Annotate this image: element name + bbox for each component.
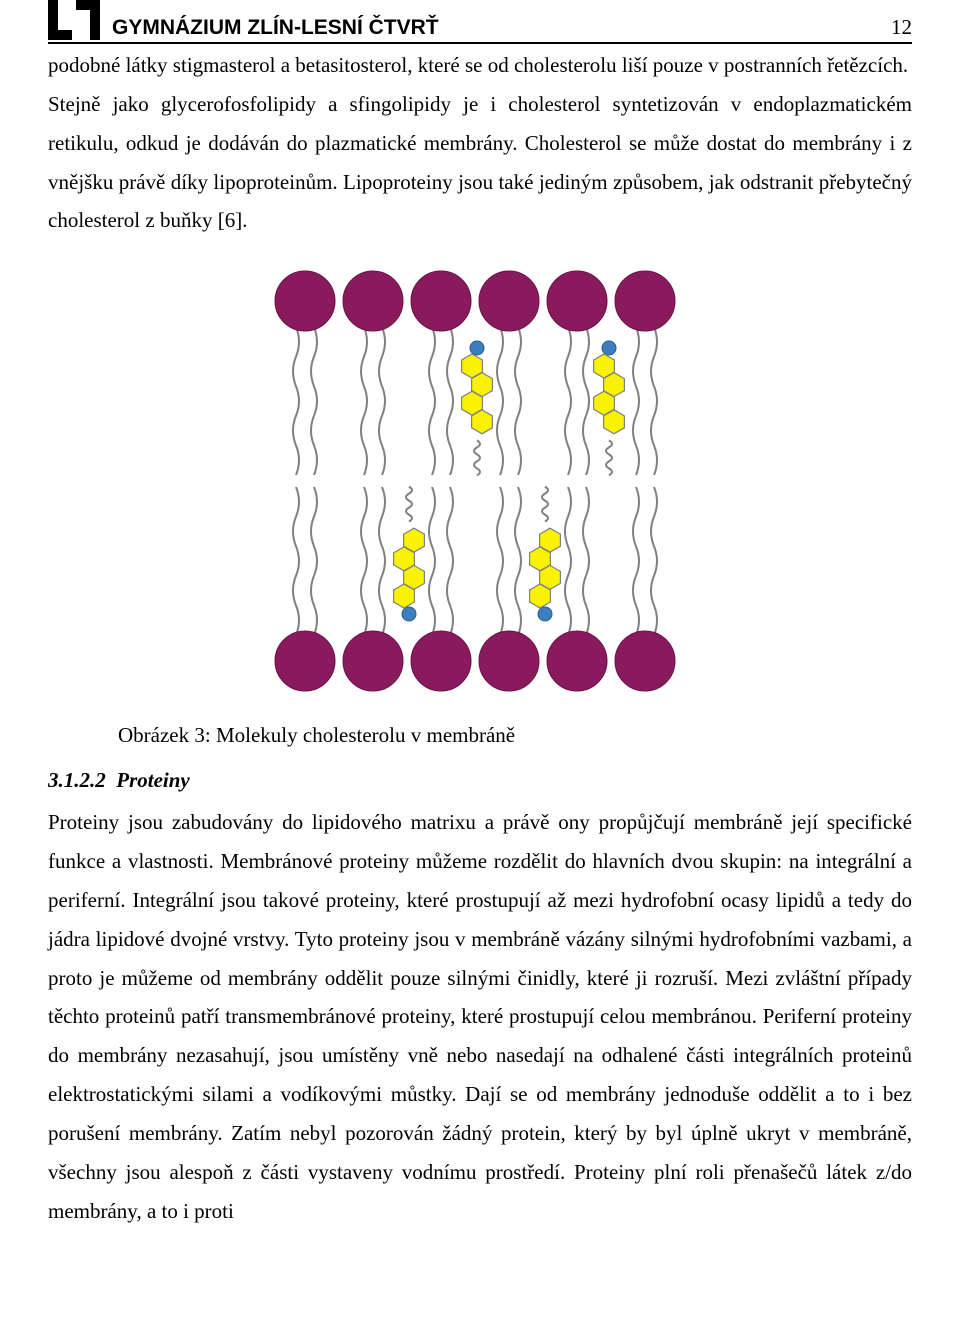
section-heading: 3.1.2.2 Proteiny (48, 768, 912, 793)
paragraph-2: Stejně jako glycerofosfolipidy a sfingol… (48, 85, 912, 240)
page: GYMNÁZIUM ZLÍN-LESNÍ ČTVRŤ 12 podobné lá… (0, 0, 960, 1251)
page-header: GYMNÁZIUM ZLÍN-LESNÍ ČTVRŤ 12 (48, 0, 912, 44)
section-title: Proteiny (116, 768, 190, 792)
school-logo-icon (48, 0, 100, 40)
paragraph-1: podobné látky stigmasterol a betasitoste… (48, 46, 912, 85)
figure-caption: Obrázek 3: Molekuly cholesterolu v membr… (118, 723, 912, 748)
paragraph-3: Proteiny jsou zabudovány do lipidového m… (48, 803, 912, 1230)
figure-membrane (48, 266, 912, 701)
section-number: 3.1.2.2 (48, 768, 106, 792)
membrane-diagram (245, 266, 715, 696)
page-number: 12 (891, 15, 912, 40)
school-name: GYMNÁZIUM ZLÍN-LESNÍ ČTVRŤ (112, 16, 891, 40)
